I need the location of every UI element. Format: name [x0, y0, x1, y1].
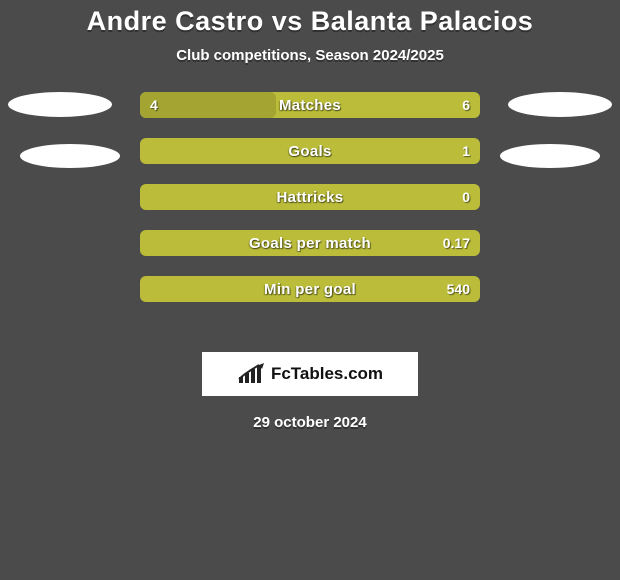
date-text: 29 october 2024	[0, 414, 620, 431]
stat-row: Goals per match0.17	[140, 230, 480, 256]
logo-text: FcTables.com	[271, 364, 383, 384]
fctables-chart-icon	[237, 363, 265, 385]
logo-box: FcTables.com	[202, 352, 418, 396]
team-avatar-oval	[508, 92, 612, 117]
comparison-infographic: Andre Castro vs Balanta Palacios Club co…	[0, 0, 620, 580]
stat-label: Goals	[140, 138, 480, 164]
stat-label: Matches	[140, 92, 480, 118]
stat-row: Hattricks0	[140, 184, 480, 210]
stat-value-left: 4	[140, 92, 168, 118]
stat-value-right: 1	[452, 138, 480, 164]
team-avatar-oval	[20, 144, 120, 168]
stat-row: Goals1	[140, 138, 480, 164]
stat-value-right: 540	[437, 276, 480, 302]
team-avatar-oval	[8, 92, 112, 117]
stat-label: Min per goal	[140, 276, 480, 302]
stat-label: Hattricks	[140, 184, 480, 210]
stat-row: Min per goal540	[140, 276, 480, 302]
page-title: Andre Castro vs Balanta Palacios	[0, 0, 620, 37]
stat-label: Goals per match	[140, 230, 480, 256]
stat-value-right: 6	[452, 92, 480, 118]
stat-value-right: 0.17	[433, 230, 480, 256]
stat-rows: Matches4 6 Goals1 Hattricks0 Goals per match…	[140, 92, 480, 302]
subtitle: Club competitions, Season 2024/2025	[0, 47, 620, 64]
stats-area: Matches4 6 Goals1 Hattricks0 Goals per match…	[0, 92, 620, 332]
team-avatar-oval	[500, 144, 600, 168]
stat-value-right: 0	[452, 184, 480, 210]
stat-row: Matches4 6	[140, 92, 480, 118]
